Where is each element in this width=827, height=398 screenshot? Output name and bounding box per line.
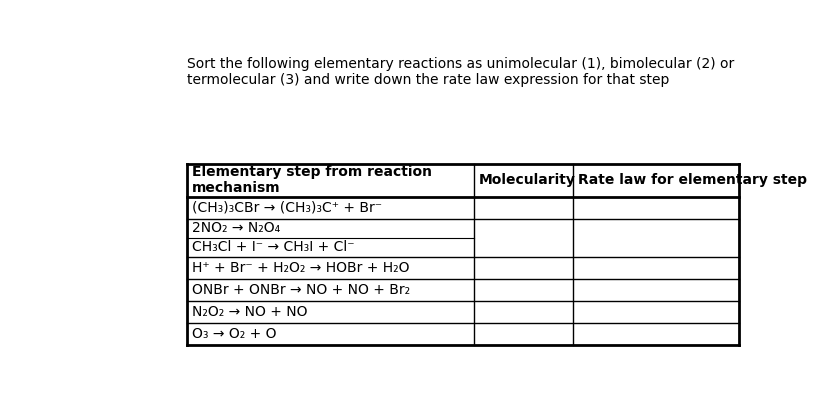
Text: O₃ → O₂ + O: O₃ → O₂ + O — [192, 327, 276, 341]
Text: (CH₃)₃CBr → (CH₃)₃C⁺ + Br⁻: (CH₃)₃CBr → (CH₃)₃C⁺ + Br⁻ — [192, 201, 382, 215]
Text: Sort the following elementary reactions as unimolecular (1), bimolecular (2) or
: Sort the following elementary reactions … — [187, 57, 734, 87]
Text: CH₃Cl + I⁻ → CH₃I + Cl⁻: CH₃Cl + I⁻ → CH₃I + Cl⁻ — [192, 240, 354, 254]
Text: Elementary step from reaction
mechanism: Elementary step from reaction mechanism — [192, 165, 432, 195]
Text: ONBr + ONBr → NO + NO + Br₂: ONBr + ONBr → NO + NO + Br₂ — [192, 283, 409, 297]
Text: Molecularity: Molecularity — [479, 174, 576, 187]
Text: H⁺ + Br⁻ + H₂O₂ → HOBr + H₂O: H⁺ + Br⁻ + H₂O₂ → HOBr + H₂O — [192, 261, 409, 275]
Text: 2NO₂ → N₂O₄: 2NO₂ → N₂O₄ — [192, 221, 280, 235]
Text: N₂O₂ → NO + NO: N₂O₂ → NO + NO — [192, 305, 307, 319]
Text: Rate law for elementary step: Rate law for elementary step — [577, 174, 806, 187]
